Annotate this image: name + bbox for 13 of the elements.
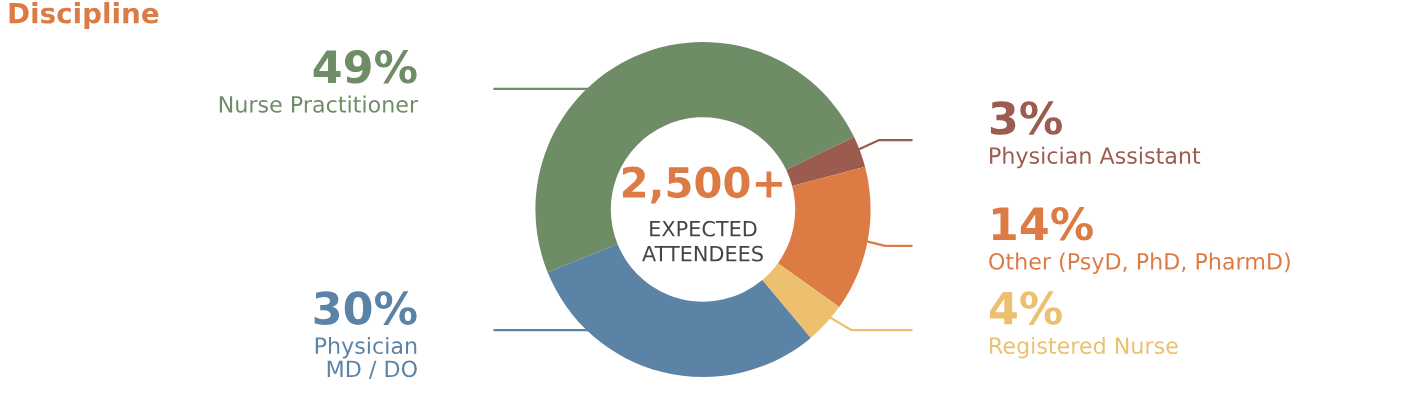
- text: EXPECTED ATTENDEES: [642, 220, 763, 262]
- slice-label: Physician MD / DO: [315, 336, 417, 380]
- data-label: 49%: [313, 49, 417, 84]
- slice-label: Registered Nurse: [990, 336, 1178, 359]
- data-label: 30%: [314, 291, 417, 325]
- chart-title: Discipline: [9, 2, 159, 29]
- data-label: 3%: [990, 101, 1062, 135]
- data-label: 4%: [989, 291, 1062, 325]
- data-label: 14%: [992, 206, 1093, 241]
- slice-label: Other (PsyD, PhD, PharmD): [989, 252, 1290, 275]
- text: 2,500+: [622, 166, 782, 204]
- slice-label: Physician Assistant: [990, 146, 1201, 169]
- slice-label: Nurse Practitioner: [219, 95, 419, 113]
